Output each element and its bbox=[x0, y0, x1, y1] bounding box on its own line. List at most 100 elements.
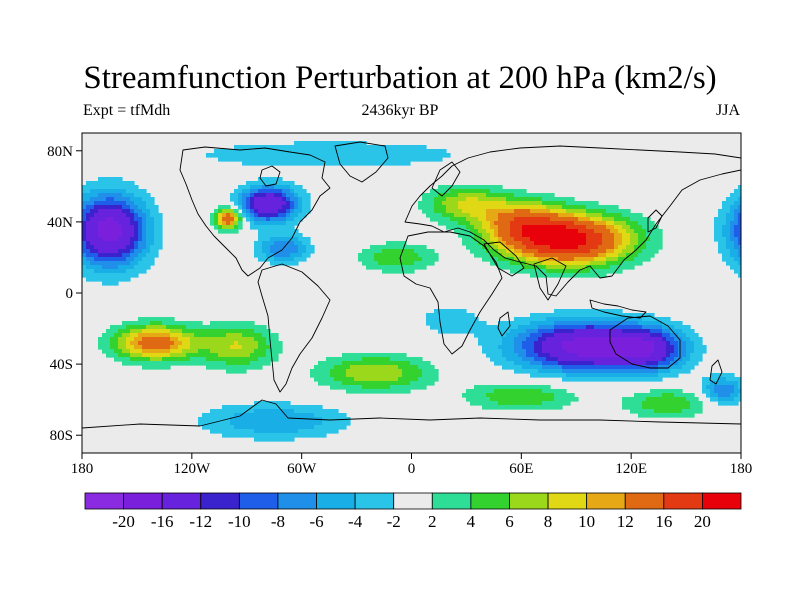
contour-cell bbox=[638, 373, 643, 378]
contour-cell bbox=[126, 321, 131, 326]
contour-cell bbox=[522, 257, 527, 262]
contour-cell bbox=[542, 225, 547, 230]
contour-cell bbox=[526, 369, 531, 374]
contour-cell bbox=[630, 333, 635, 338]
contour-cell bbox=[122, 221, 127, 226]
contour-cell bbox=[390, 377, 395, 382]
contour-cell bbox=[306, 237, 311, 242]
contour-cell bbox=[242, 209, 247, 214]
contour-cell bbox=[546, 197, 551, 202]
contour-cell bbox=[642, 373, 647, 378]
contour-cell bbox=[130, 329, 135, 334]
contour-cell bbox=[390, 157, 395, 162]
contour-cell bbox=[114, 277, 119, 282]
contour-cell bbox=[554, 221, 559, 226]
contour-cell bbox=[694, 341, 699, 346]
contour-cell bbox=[554, 265, 559, 270]
contour-cell bbox=[542, 313, 547, 318]
contour-cell bbox=[738, 237, 741, 242]
contour-cell bbox=[370, 249, 375, 254]
contour-cell bbox=[138, 253, 143, 258]
contour-cell bbox=[630, 237, 635, 242]
contour-cell bbox=[362, 373, 367, 378]
contour-cell bbox=[642, 313, 647, 318]
contour-cell bbox=[590, 249, 595, 254]
contour-cell bbox=[502, 365, 507, 370]
contour-cell bbox=[446, 329, 451, 334]
contour-cell bbox=[342, 421, 347, 426]
contour-cell bbox=[282, 185, 287, 190]
contour-cell bbox=[498, 229, 503, 234]
contour-cell bbox=[522, 397, 527, 402]
contour-cell bbox=[470, 401, 475, 406]
contour-cell bbox=[406, 269, 411, 274]
contour-cell bbox=[538, 345, 543, 350]
contour-cell bbox=[478, 397, 483, 402]
contour-cell bbox=[718, 381, 723, 386]
contour-cell bbox=[90, 265, 95, 270]
contour-cell bbox=[278, 349, 283, 354]
contour-cell bbox=[602, 377, 607, 382]
contour-cell bbox=[534, 269, 539, 274]
contour-cell bbox=[286, 153, 291, 158]
contour-cell bbox=[654, 325, 659, 330]
contour-cell bbox=[490, 385, 495, 390]
contour-cell bbox=[334, 425, 339, 430]
contour-cell bbox=[574, 261, 579, 266]
contour-cell bbox=[266, 145, 271, 150]
contour-cell bbox=[618, 309, 623, 314]
contour-cell bbox=[254, 149, 259, 154]
contour-cell bbox=[654, 377, 659, 382]
contour-cell bbox=[562, 257, 567, 262]
contour-cell bbox=[118, 269, 123, 274]
contour-cell bbox=[310, 161, 315, 166]
contour-cell bbox=[478, 213, 483, 218]
contour-cell bbox=[546, 369, 551, 374]
contour-cell bbox=[274, 245, 279, 250]
contour-cell bbox=[186, 333, 191, 338]
contour-cell bbox=[554, 225, 559, 230]
contour-cell bbox=[658, 401, 663, 406]
contour-cell bbox=[542, 393, 547, 398]
coast-south-america bbox=[257, 263, 331, 393]
contour-cell bbox=[154, 317, 159, 322]
contour-cell bbox=[398, 365, 403, 370]
contour-cell bbox=[650, 353, 655, 358]
contour-cell bbox=[330, 141, 335, 146]
coast-japan bbox=[647, 209, 663, 233]
contour-cell bbox=[546, 345, 551, 350]
contour-cell bbox=[246, 189, 251, 194]
contour-cell bbox=[114, 185, 119, 190]
contour-cell bbox=[130, 341, 135, 346]
contour-cell bbox=[650, 221, 655, 226]
contour-cell bbox=[590, 357, 595, 362]
contour-cell bbox=[518, 249, 523, 254]
contour-cell bbox=[378, 245, 383, 250]
contour-cell bbox=[590, 245, 595, 250]
contour-cell bbox=[354, 373, 359, 378]
contour-cell bbox=[370, 385, 375, 390]
contour-cell bbox=[526, 401, 531, 406]
contour-cell bbox=[538, 389, 543, 394]
contour-cell bbox=[110, 225, 115, 230]
coast-antarctica bbox=[82, 399, 741, 429]
contour-cell bbox=[102, 277, 107, 282]
contour-cell bbox=[642, 317, 647, 322]
contour-cell bbox=[726, 221, 731, 226]
contour-cell bbox=[402, 149, 407, 154]
contour-cell bbox=[702, 377, 707, 382]
contour-cell bbox=[222, 365, 227, 370]
contour-cell bbox=[126, 257, 131, 262]
contour-cell bbox=[118, 181, 123, 186]
contour-cell bbox=[178, 329, 183, 334]
contour-cell bbox=[330, 365, 335, 370]
contour-cell bbox=[270, 345, 275, 350]
contour-cell bbox=[422, 157, 427, 162]
contour-cell bbox=[106, 277, 111, 282]
contour-cell bbox=[270, 413, 275, 418]
contour-cell bbox=[166, 337, 171, 342]
contour-cell bbox=[618, 265, 623, 270]
contour-cell bbox=[534, 365, 539, 370]
contour-cell bbox=[510, 265, 515, 270]
contour-cell bbox=[578, 341, 583, 346]
